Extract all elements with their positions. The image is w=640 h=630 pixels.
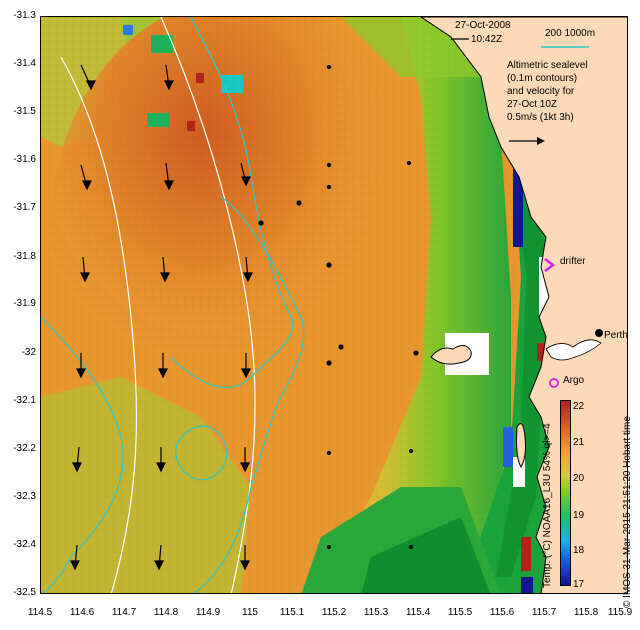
sst-heatmap	[41, 17, 627, 593]
ytick-label: -32.3	[13, 491, 36, 502]
xtick-label: 115.3	[363, 607, 389, 618]
sst-map	[40, 16, 628, 594]
scale-label: 200 1000m	[545, 28, 596, 39]
xtick-label: 115.7	[531, 607, 557, 618]
xtick-label: 114.7	[111, 607, 137, 618]
ytick-label: -31.6	[13, 154, 36, 165]
perth-label: Perth	[604, 330, 628, 341]
legend-line2: (0.1m contours)	[507, 73, 578, 84]
ytick-label: -32	[21, 347, 36, 358]
xtick-label: 115.5	[447, 607, 473, 618]
time-label: 10:42Z	[471, 34, 503, 45]
garden-island	[516, 423, 526, 468]
xtick-label: 115.8	[573, 607, 599, 618]
argo-marker	[549, 378, 559, 388]
ytick-label: -31.4	[13, 58, 36, 69]
ytick-label: -31.8	[13, 251, 36, 262]
rottnest-island	[430, 345, 472, 365]
ytick-label: -31.9	[13, 298, 36, 309]
perth-marker	[595, 329, 603, 337]
ytick-label: -31.5	[13, 106, 36, 117]
xtick-label: 115.4	[405, 607, 431, 618]
xtick-label: 114.9	[195, 607, 221, 618]
colorbar-label: 21	[573, 437, 585, 448]
xtick-label: 115.9	[607, 607, 633, 618]
xtick-label: 115	[242, 607, 258, 618]
ytick-label: -31.3	[13, 10, 36, 21]
colorbar-title: Temp. (°C) NOAA16_L3U 54% ql>=4	[542, 423, 553, 588]
ytick-label: -32.1	[13, 395, 36, 406]
colorbar	[560, 400, 571, 586]
xtick-label: 115.6	[489, 607, 515, 618]
drifter-marker	[544, 258, 556, 272]
ytick-label: -32.2	[13, 443, 36, 454]
drifter-label: drifter	[560, 256, 586, 267]
xtick-label: 115.2	[321, 607, 347, 618]
credit-text: © IMOS 31-Mar-2015 21:51:20 Hobart time	[622, 416, 633, 608]
colorbar-label: 22	[573, 401, 585, 412]
colorbar-label: 19	[573, 510, 585, 521]
ytick-label: -32.4	[13, 539, 36, 550]
swan-river	[545, 339, 602, 361]
xtick-label: 114.6	[69, 607, 95, 618]
legend-line4: 27-Oct 10Z	[507, 99, 558, 110]
land-area	[420, 17, 627, 593]
ytick-label: -32.5	[13, 587, 36, 598]
colorbar-label: 17	[573, 579, 585, 590]
ytick-label: -31.7	[13, 202, 36, 213]
velocity-arrows	[70, 64, 419, 571]
legend-line1: Altimetric sealevel	[507, 60, 588, 71]
xtick-label: 114.8	[153, 607, 179, 618]
colorbar-label: 20	[573, 473, 585, 484]
legend-line3: and velocity for	[507, 86, 575, 97]
argo-label: Argo	[563, 375, 585, 386]
colorbar-label: 18	[573, 545, 585, 556]
legend-line5: 0.5m/s (1kt 3h)	[507, 112, 574, 123]
date-label: 27-Oct-2008	[455, 20, 511, 31]
xtick-label: 114.5	[27, 607, 53, 618]
xtick-label: 115.1	[279, 607, 305, 618]
